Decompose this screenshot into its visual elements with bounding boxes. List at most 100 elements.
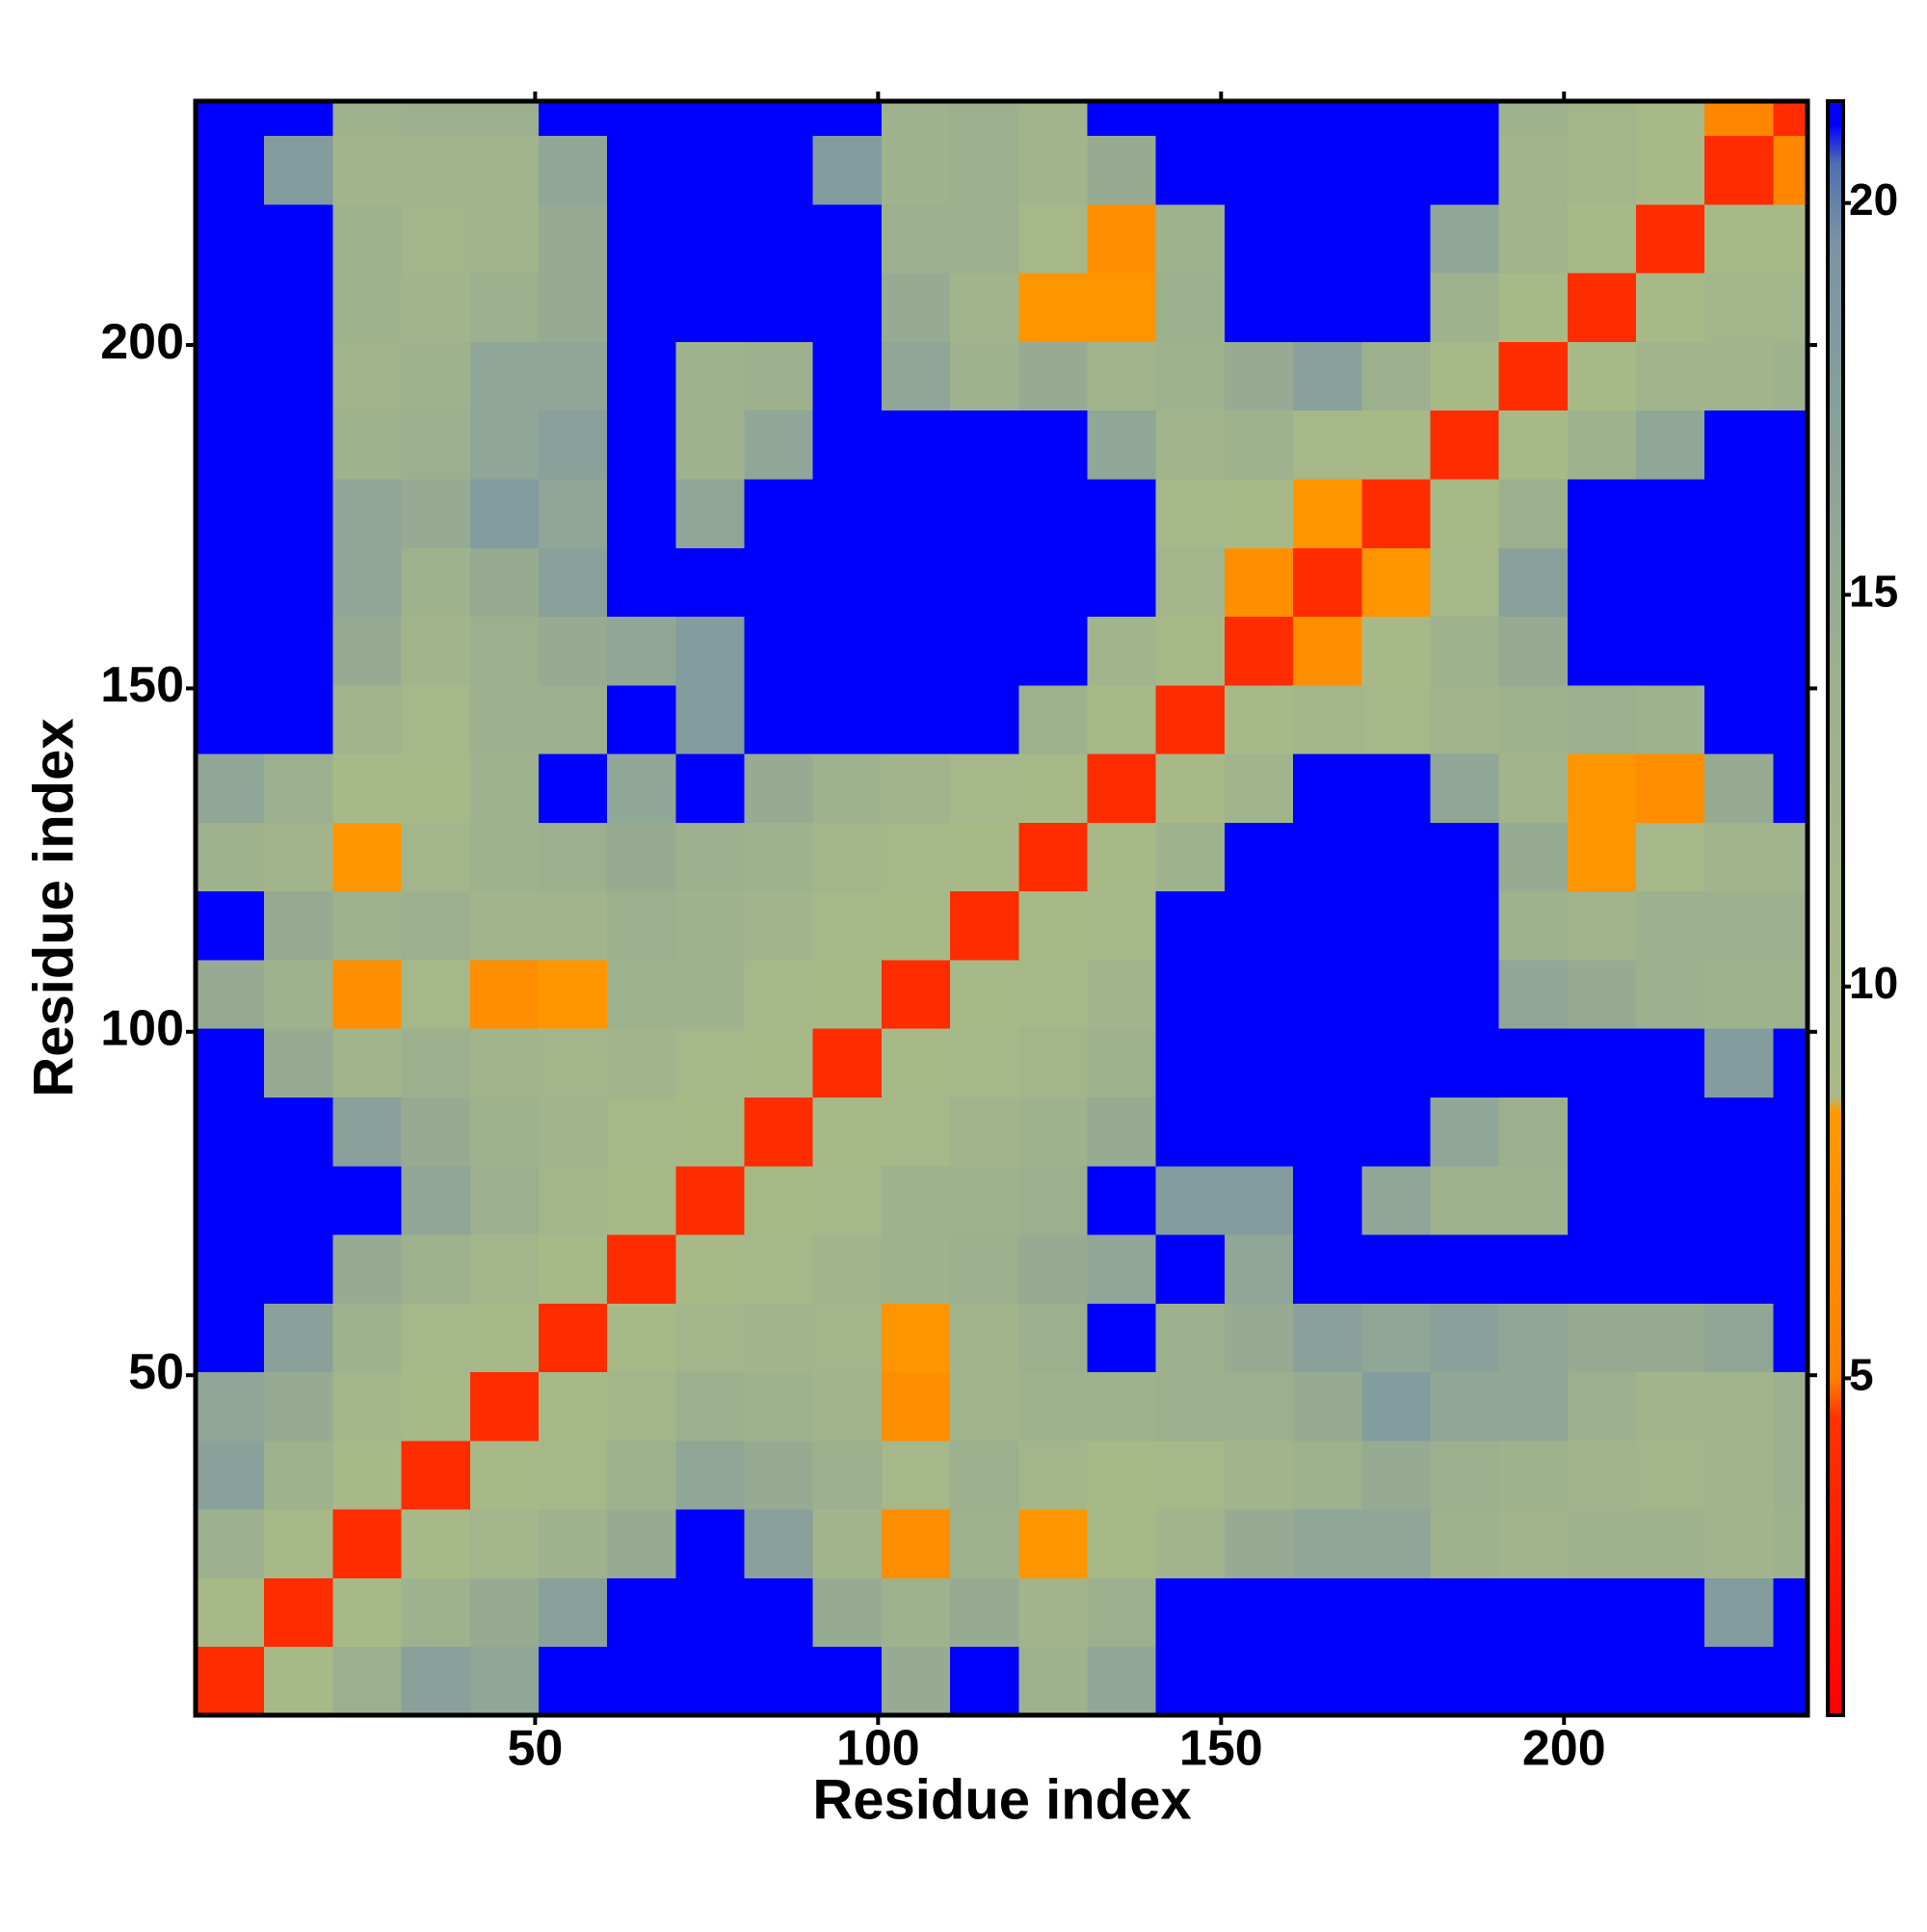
heatmap-cell: [1430, 754, 1500, 823]
heatmap-cell: [1636, 1303, 1705, 1373]
heatmap-cell: [1018, 1234, 1088, 1304]
heatmap-cell: [950, 890, 1019, 961]
heatmap-cell: [1155, 1028, 1226, 1098]
heatmap-cell: [1018, 1371, 1088, 1442]
heatmap-cell: [1018, 684, 1088, 754]
heatmap-cell: [469, 101, 540, 137]
heatmap-cell: [538, 959, 608, 1029]
heatmap-cell: [675, 1371, 746, 1442]
heatmap-cell: [469, 341, 540, 411]
heatmap-cell: [196, 547, 265, 618]
colorbar-tick-label: 5: [1849, 1350, 1874, 1400]
heatmap-cell: [1224, 754, 1294, 823]
heatmap-cell: [1224, 959, 1294, 1029]
heatmap-cell: [1430, 822, 1500, 892]
heatmap-cell: [744, 1028, 814, 1098]
heatmap-cell: [1498, 410, 1569, 480]
heatmap-cell: [1567, 1371, 1637, 1442]
y-tick-label: 50: [128, 1344, 184, 1400]
heatmap-cell: [1704, 1028, 1774, 1098]
heatmap-cell: [1567, 479, 1637, 548]
heatmap-cell: [196, 616, 265, 686]
heatmap-cell: [1293, 1577, 1362, 1648]
heatmap-cell: [264, 1303, 333, 1373]
heatmap-cell: [1018, 1509, 1088, 1578]
heatmap-cell: [1293, 616, 1362, 686]
heatmap-cell: [1704, 1165, 1774, 1235]
heatmap-cell: [1636, 1165, 1705, 1235]
heatmap-cell: [1567, 890, 1637, 961]
heatmap-cell: [812, 1097, 883, 1167]
heatmap-cell: [332, 479, 403, 548]
heatmap-cell: [1773, 890, 1808, 961]
heatmap-cell: [1224, 135, 1294, 205]
heatmap-cell: [1018, 1646, 1088, 1716]
heatmap-cell: [1567, 1646, 1637, 1716]
heatmap-cell: [1224, 203, 1294, 274]
heatmap-cell: [950, 135, 1019, 205]
heatmap-cell: [607, 135, 676, 205]
heatmap-cell: [1087, 341, 1157, 411]
heatmap-cell: [264, 1097, 333, 1167]
heatmap-cell: [1155, 547, 1226, 618]
heatmap-cell: [1087, 410, 1157, 480]
heatmap-cell: [1773, 273, 1808, 342]
heatmap-cell: [1087, 1440, 1157, 1510]
heatmap-cell: [881, 1097, 951, 1167]
heatmap-cell: [264, 1646, 333, 1716]
heatmap-cell: [744, 822, 814, 892]
heatmap-cell: [469, 1509, 540, 1578]
heatmap-cell: [264, 1577, 333, 1648]
heatmap-cell: [607, 1646, 676, 1716]
heatmap-cell: [1636, 341, 1705, 411]
heatmap-cell: [1361, 1097, 1431, 1167]
heatmap-cell: [675, 890, 746, 961]
heatmap-cell: [1018, 135, 1088, 205]
heatmap-cell: [950, 203, 1019, 274]
heatmap-cell: [607, 203, 676, 274]
heatmap-cell: [1293, 1165, 1362, 1235]
heatmap-cell: [607, 754, 676, 823]
heatmap-cell: [401, 479, 471, 548]
heatmap-cell: [538, 479, 608, 548]
heatmap-cell: [950, 822, 1019, 892]
heatmap-cell: [1636, 684, 1705, 754]
heatmap-cell: [332, 754, 403, 823]
heatmap-cell: [744, 1646, 814, 1716]
heatmap-cell: [332, 1028, 403, 1098]
heatmap-cell: [1567, 822, 1637, 892]
heatmap-cell: [196, 684, 265, 754]
heatmap-cell: [744, 754, 814, 823]
heatmap-cell: [1224, 101, 1294, 137]
heatmap-cell: [264, 822, 333, 892]
heatmap-cell: [264, 684, 333, 754]
heatmap-cell: [1293, 684, 1362, 754]
heatmap-cell: [196, 1303, 265, 1373]
heatmap-cell: [607, 1303, 676, 1373]
heatmap-cell: [675, 203, 746, 274]
heatmap-cell: [1361, 273, 1431, 342]
heatmap-cell: [1498, 135, 1569, 205]
heatmap-cell: [469, 1646, 540, 1716]
heatmap-cell: [607, 341, 676, 411]
heatmap-cell: [1155, 203, 1226, 274]
heatmap-cell: [1773, 341, 1808, 411]
heatmap-cell: [332, 341, 403, 411]
heatmap-cell: [469, 1097, 540, 1167]
heatmap-cell: [1430, 1509, 1500, 1578]
heatmap-cell: [1498, 1646, 1569, 1716]
heatmap-cell: [1361, 1303, 1431, 1373]
heatmap-cell: [1773, 547, 1808, 618]
heatmap-cell: [1155, 1509, 1226, 1578]
heatmap-cell: [1430, 479, 1500, 548]
heatmap-cell: [196, 1234, 265, 1304]
heatmap-cell: [675, 1509, 746, 1578]
heatmap-cell: [401, 1509, 471, 1578]
heatmap-cell: [1224, 1577, 1294, 1648]
heatmap-cell: [950, 1234, 1019, 1304]
heatmap-cell: [1361, 1440, 1431, 1510]
heatmap-cell: [675, 1577, 746, 1648]
heatmap-cell: [1361, 341, 1431, 411]
heatmap-cell: [1567, 1577, 1637, 1648]
heatmap-cell: [401, 135, 471, 205]
